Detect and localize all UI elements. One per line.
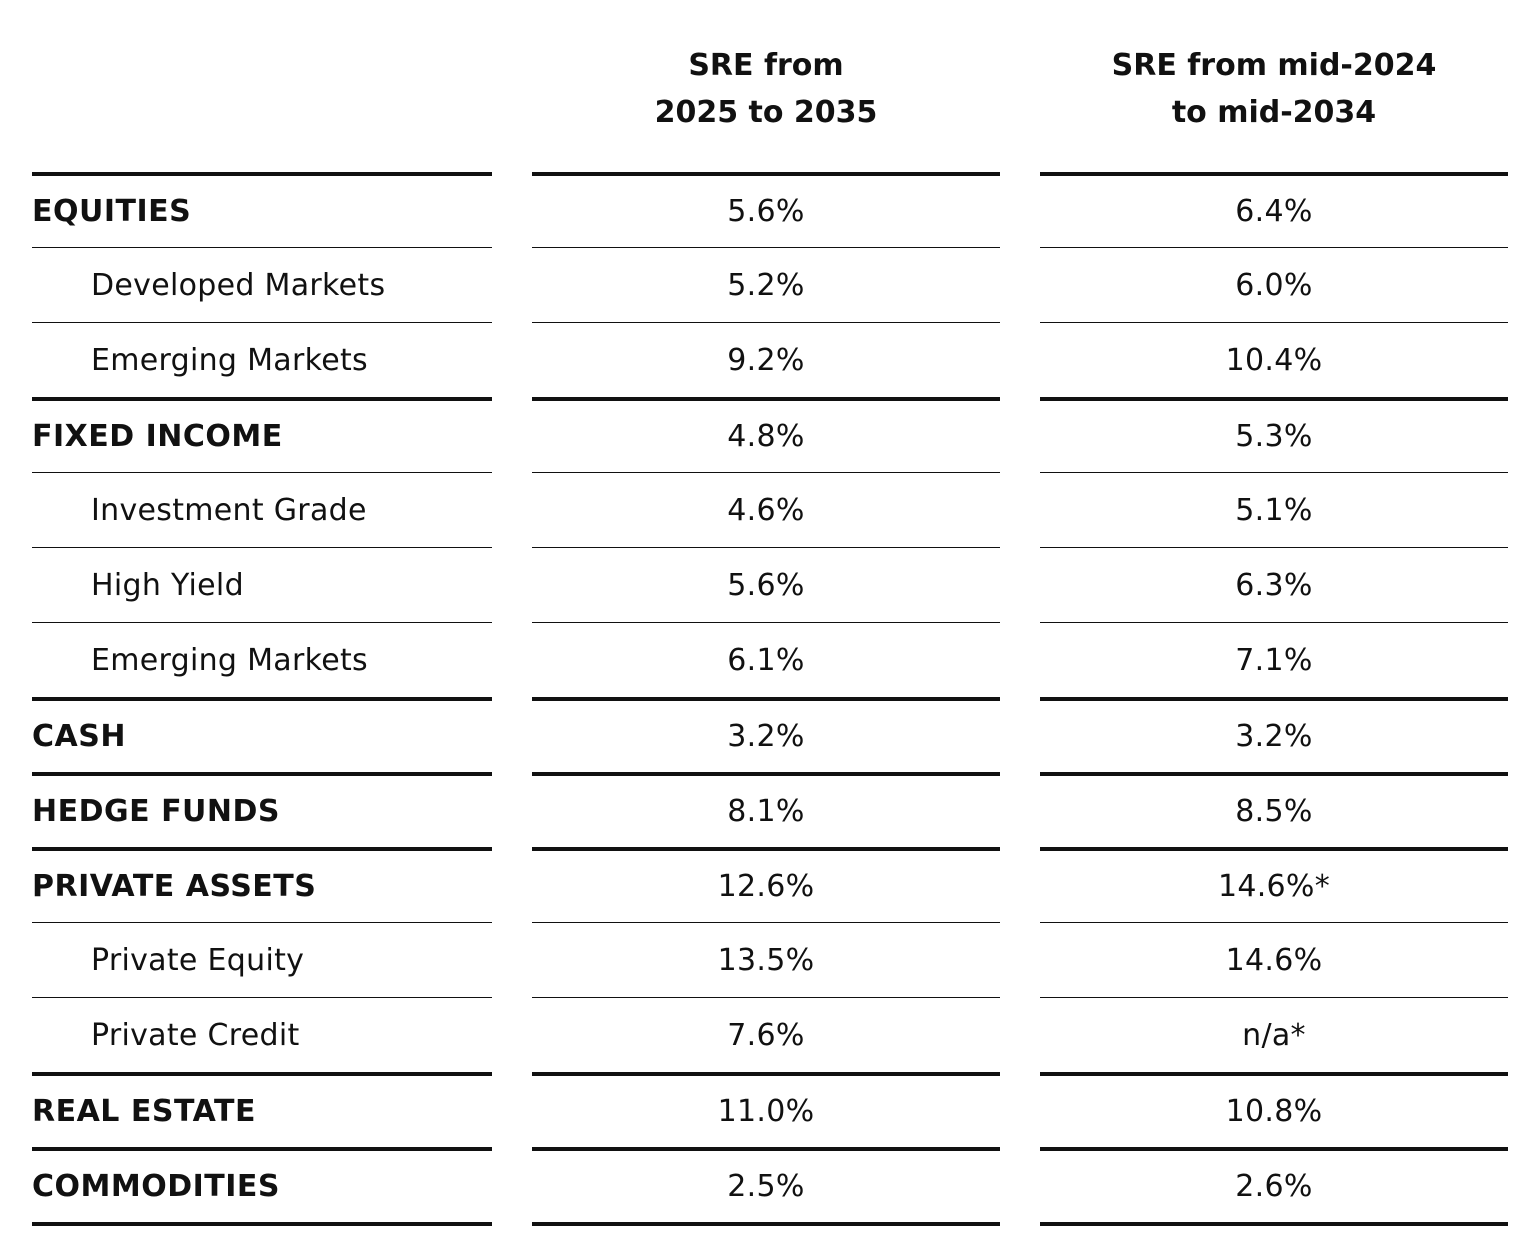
table-row: COMMODITIES 2.5% 2.6% [0,1147,1536,1222]
row-label: COMMODITIES [32,1147,492,1222]
value-2025-2035: 3.2% [532,697,1000,772]
column-header-line: SRE from mid-2024 [1111,48,1437,83]
value-2025-2035: 4.8% [532,397,1000,472]
row-label: Investment Grade [32,472,492,547]
row-label: High Yield [32,547,492,622]
value-mid-2024-mid-2034: 10.4% [1040,322,1508,397]
value-mid-2024-mid-2034: 14.6%* [1040,847,1508,922]
row-label: Developed Markets [32,247,492,322]
table-row: Investment Grade 4.6% 5.1% [0,472,1536,547]
row-label: EQUITIES [32,172,492,247]
bottom-rule [32,1222,492,1226]
row-label: Private Equity [32,922,492,997]
returns-table: EQUITIES 5.6% 6.4% Developed Markets 5.2% 6.… [0,172,1536,1226]
value-2025-2035: 9.2% [532,322,1000,397]
value-2025-2035: 5.6% [532,547,1000,622]
table-row: FIXED INCOME 4.8% 5.3% [0,397,1536,472]
value-mid-2024-mid-2034: 14.6% [1040,922,1508,997]
table-row: Emerging Markets 9.2% 10.4% [0,322,1536,397]
column-header-line: to mid-2034 [1171,95,1377,130]
table-row: REAL ESTATE 11.0% 10.8% [0,1072,1536,1147]
value-mid-2024-mid-2034: 3.2% [1040,697,1508,772]
table-row: PRIVATE ASSETS 12.6% 14.6%* [0,847,1536,922]
table-row: Private Equity 13.5% 14.6% [0,922,1536,997]
table-row: Private Credit 7.6% n/a* [0,997,1536,1072]
value-mid-2024-mid-2034: 5.3% [1040,397,1508,472]
value-2025-2035: 5.6% [532,172,1000,247]
value-mid-2024-mid-2034: 5.1% [1040,472,1508,547]
table-bottom [0,1222,1536,1226]
column-header-line: 2025 to 2035 [654,95,878,130]
value-2025-2035: 6.1% [532,622,1000,697]
row-label: Emerging Markets [32,322,492,397]
value-2025-2035: 13.5% [532,922,1000,997]
value-mid-2024-mid-2034: n/a* [1040,997,1508,1072]
bottom-rule [1040,1222,1508,1226]
value-mid-2024-mid-2034: 6.3% [1040,547,1508,622]
table-row: EQUITIES 5.6% 6.4% [0,172,1536,247]
value-mid-2024-mid-2034: 7.1% [1040,622,1508,697]
value-2025-2035: 11.0% [532,1072,1000,1147]
row-label: REAL ESTATE [32,1072,492,1147]
column-header-line: SRE from [688,48,844,83]
row-label: HEDGE FUNDS [32,772,492,847]
row-label: CASH [32,697,492,772]
value-2025-2035: 7.6% [532,997,1000,1072]
bottom-rule [532,1222,1000,1226]
value-mid-2024-mid-2034: 6.0% [1040,247,1508,322]
column-header-mid-2024-mid-2034: SRE from mid-2024 to mid-2034 [1040,42,1508,162]
row-label: FIXED INCOME [32,397,492,472]
table-row: HEDGE FUNDS 8.1% 8.5% [0,772,1536,847]
value-2025-2035: 5.2% [532,247,1000,322]
table-row: CASH 3.2% 3.2% [0,697,1536,772]
table-row: Developed Markets 5.2% 6.0% [0,247,1536,322]
value-mid-2024-mid-2034: 2.6% [1040,1147,1508,1222]
value-2025-2035: 8.1% [532,772,1000,847]
table-row: Emerging Markets 6.1% 7.1% [0,622,1536,697]
row-label: PRIVATE ASSETS [32,847,492,922]
row-label: Private Credit [32,997,492,1072]
value-mid-2024-mid-2034: 6.4% [1040,172,1508,247]
value-mid-2024-mid-2034: 8.5% [1040,772,1508,847]
value-2025-2035: 2.5% [532,1147,1000,1222]
row-label: Emerging Markets [32,622,492,697]
value-2025-2035: 4.6% [532,472,1000,547]
column-header-2025-2035: SRE from 2025 to 2035 [532,42,1000,162]
value-2025-2035: 12.6% [532,847,1000,922]
value-mid-2024-mid-2034: 10.8% [1040,1072,1508,1147]
table-row: High Yield 5.6% 6.3% [0,547,1536,622]
